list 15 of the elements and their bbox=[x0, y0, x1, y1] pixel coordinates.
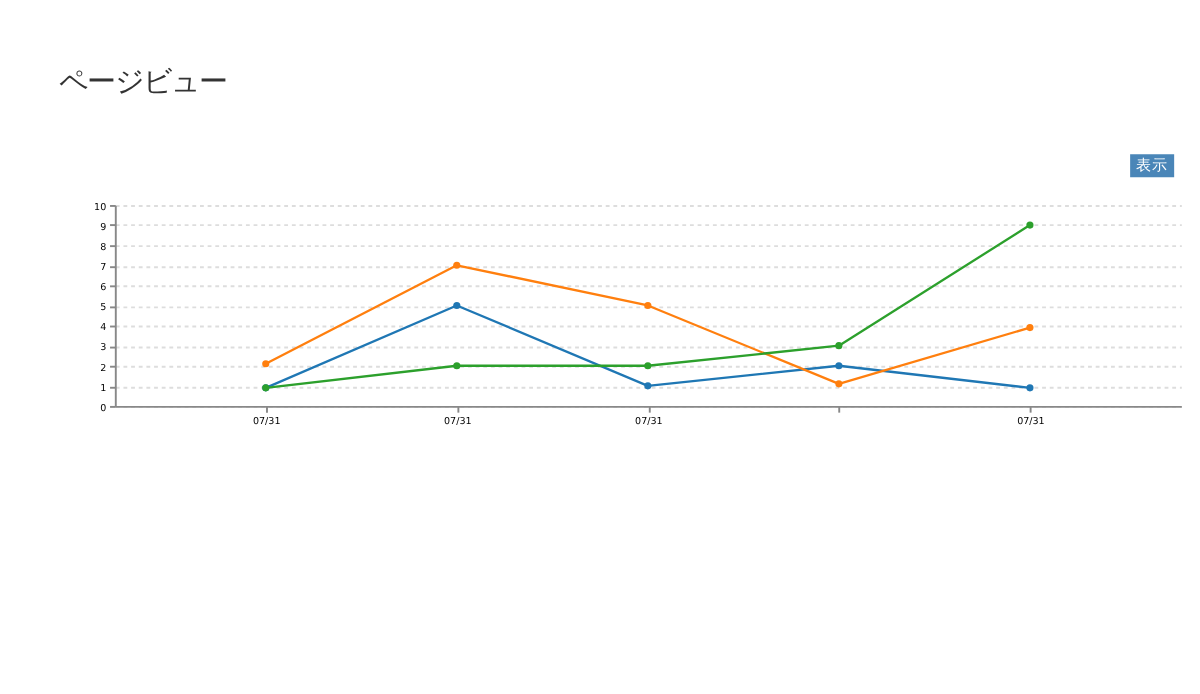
point bbox=[644, 301, 652, 310]
point bbox=[644, 362, 652, 370]
point bbox=[835, 362, 843, 370]
point bbox=[262, 360, 270, 368]
text: 表示 bbox=[1136, 155, 1169, 174]
point bbox=[1026, 324, 1034, 332]
point bbox=[644, 382, 652, 390]
point bbox=[453, 362, 461, 370]
point bbox=[453, 301, 461, 310]
point bbox=[835, 342, 843, 350]
chart-title: ページビュー bbox=[58, 67, 227, 100]
point bbox=[453, 261, 461, 269]
point bbox=[1026, 384, 1034, 392]
point bbox=[835, 380, 843, 388]
point bbox=[1026, 221, 1034, 229]
